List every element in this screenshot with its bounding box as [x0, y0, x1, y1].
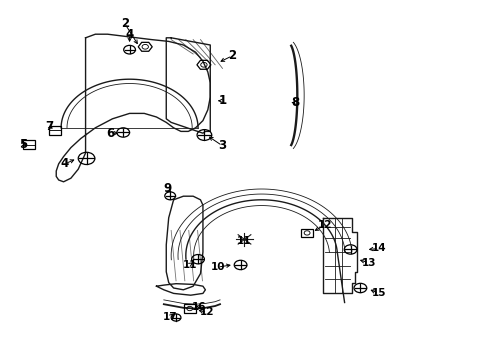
- Text: 16: 16: [192, 302, 206, 312]
- Text: 1: 1: [218, 94, 226, 107]
- Text: 4: 4: [125, 28, 133, 41]
- Text: 5: 5: [20, 138, 27, 150]
- Text: 12: 12: [200, 307, 214, 318]
- Text: 9: 9: [163, 183, 171, 195]
- Text: 3: 3: [218, 139, 226, 152]
- Text: 12: 12: [317, 220, 332, 230]
- Text: 11: 11: [237, 236, 251, 246]
- Text: 2: 2: [121, 17, 128, 30]
- Text: 2: 2: [228, 49, 236, 62]
- Text: 13: 13: [361, 258, 376, 268]
- Text: 7: 7: [45, 120, 53, 132]
- Text: 8: 8: [291, 96, 299, 109]
- Text: 11: 11: [182, 260, 197, 270]
- Text: 6: 6: [106, 127, 114, 140]
- Text: 14: 14: [371, 243, 386, 253]
- Text: 15: 15: [371, 288, 386, 298]
- Text: 17: 17: [163, 312, 177, 322]
- Text: 4: 4: [61, 157, 69, 170]
- Text: 10: 10: [210, 262, 224, 272]
